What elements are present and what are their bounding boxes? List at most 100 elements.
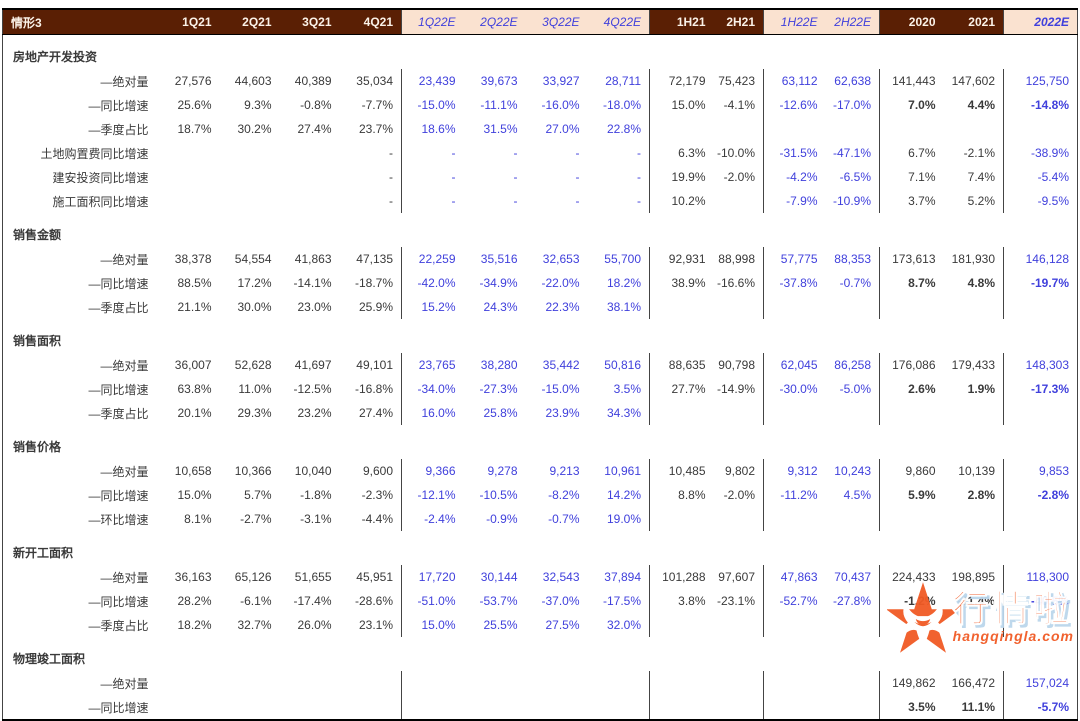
value-cell <box>340 671 402 695</box>
value-cell: 52,628 <box>234 358 272 372</box>
section-label: 销售面积 <box>13 334 62 348</box>
section-label: 销售价格 <box>13 440 62 454</box>
data-row: 建安投资同比增速 - - - - -19.9% -2.0% -4.2% -6.5% 7.1% 7.4… <box>3 165 1078 189</box>
value-cell: -2.0% <box>723 170 755 184</box>
value-cell <box>714 189 764 213</box>
value-cell: 5.2% <box>967 194 995 208</box>
value-cell: 149,862 <box>879 671 944 695</box>
value-cell <box>280 695 340 720</box>
value-cell: 10,485 <box>649 459 714 483</box>
row-label: 施工面积同比增速 <box>52 194 149 209</box>
value-cell <box>879 613 944 637</box>
value-cell: 17,720 <box>401 565 464 589</box>
data-row: —绝对量 38,378 54,554 41,863 47,135 22,259 35,516… <box>3 247 1078 271</box>
value-cell: - <box>401 165 464 189</box>
value-cell: -10.9% <box>832 194 871 208</box>
value-cell: 27,576 <box>174 74 212 88</box>
value-cell: 36,163 <box>174 570 212 584</box>
value-cell: - <box>389 170 393 184</box>
section-row: 销售价格 <box>3 425 1078 459</box>
row-label: —绝对量 <box>100 252 149 267</box>
value-cell: 173,613 <box>879 247 944 271</box>
value-cell: -17.0% <box>832 98 871 112</box>
value-cell: 157,024 <box>1003 671 1078 695</box>
value-cell <box>714 295 764 319</box>
value-cell <box>649 613 714 637</box>
value-cell: -6.1% <box>240 594 272 608</box>
value-cell: -2.8% <box>1003 483 1078 507</box>
value-cell <box>1003 295 1078 319</box>
value-cell: 35,516 <box>480 252 518 266</box>
column-header-1q22e: 1Q22E <box>401 9 464 35</box>
value-cell: -0.7% <box>839 276 871 290</box>
value-cell: -34.0% <box>401 377 464 401</box>
section-row: 销售金额 <box>3 213 1078 247</box>
value-cell: 30.0% <box>237 300 272 314</box>
value-cell: 11.1% <box>961 700 995 714</box>
value-cell <box>714 507 764 531</box>
value-cell: -27.8% <box>832 594 871 608</box>
value-cell: 38,280 <box>480 358 518 372</box>
value-cell <box>157 165 220 189</box>
value-cell: -17.4% <box>293 594 332 608</box>
value-cell: -30.0% <box>763 377 826 401</box>
value-cell: 19.0% <box>606 512 641 526</box>
data-row: —绝对量 27,576 44,603 40,389 35,034 23,439 39,673… <box>3 69 1078 93</box>
value-cell: -12.1% <box>401 483 464 507</box>
value-cell: -37.0% <box>541 594 580 608</box>
value-cell: -53.7% <box>479 594 518 608</box>
value-cell: -16.0% <box>541 98 580 112</box>
value-cell: - <box>401 141 464 165</box>
value-cell: 51,655 <box>294 570 332 584</box>
column-header-2022e: 2022E <box>1003 9 1078 35</box>
value-cell: -11.2% <box>763 483 826 507</box>
column-header-3q22e: 3Q22E <box>525 9 588 35</box>
table-header: 情形3 1Q21 2Q21 3Q21 4Q21 1Q22E 2Q22E 3Q22E 4Q22E 1… <box>2 9 1078 35</box>
value-cell: 179,433 <box>951 358 995 372</box>
value-cell: 50,816 <box>604 358 641 372</box>
value-cell: 7.1% <box>879 165 944 189</box>
value-cell: -5.0% <box>839 382 871 396</box>
value-cell: 38,378 <box>174 252 212 266</box>
value-cell: - <box>637 194 641 208</box>
value-cell: 28,711 <box>605 74 641 88</box>
value-cell <box>763 695 826 720</box>
column-header-1h21: 1H21 <box>649 9 714 35</box>
value-cell: 125,750 <box>1003 69 1078 93</box>
value-cell: -28.6% <box>354 594 393 608</box>
value-cell <box>714 613 764 637</box>
value-cell: -1.2% <box>879 589 944 613</box>
column-header-2q22e: 2Q22E <box>463 9 526 35</box>
value-cell <box>649 117 714 141</box>
value-cell: - <box>513 194 518 208</box>
value-cell <box>464 671 526 695</box>
value-cell: 5.9% <box>879 483 944 507</box>
value-cell <box>401 671 464 695</box>
value-cell <box>649 695 714 720</box>
value-cell: 9,600 <box>362 464 393 478</box>
value-cell: -3.1% <box>300 512 332 526</box>
value-cell: - <box>401 189 464 213</box>
value-cell: -15.0% <box>541 382 580 396</box>
value-cell: -18.7% <box>354 276 393 290</box>
value-cell: -31.5% <box>763 141 826 165</box>
data-row: —同比增速 63.8% 11.0% -12.5% -16.8% -34.0% -27.3% -… <box>3 377 1078 401</box>
value-cell: 3.8% <box>649 589 714 613</box>
value-cell: 26.0% <box>297 618 332 632</box>
value-cell: 22.3% <box>545 300 580 314</box>
value-cell: 75,423 <box>718 74 755 88</box>
value-cell: 41,697 <box>294 358 332 372</box>
data-row: —同比增速 28.2% -6.1% -17.4% -28.6% -51.0% -53.7% -… <box>3 589 1078 613</box>
value-cell: -4.1% <box>723 98 755 112</box>
value-cell <box>340 695 402 720</box>
value-cell <box>879 401 944 425</box>
value-cell: 63,112 <box>763 69 826 93</box>
value-cell: 9,213 <box>549 464 580 478</box>
row-label: —季度占比 <box>88 300 149 315</box>
value-cell: 27.4% <box>358 406 393 420</box>
value-cell <box>826 507 880 531</box>
value-cell: -16.8% <box>354 382 393 396</box>
row-label: —季度占比 <box>88 406 149 421</box>
row-label: 土地购置费同比增速 <box>40 146 149 161</box>
value-cell: -14.9% <box>716 382 755 396</box>
